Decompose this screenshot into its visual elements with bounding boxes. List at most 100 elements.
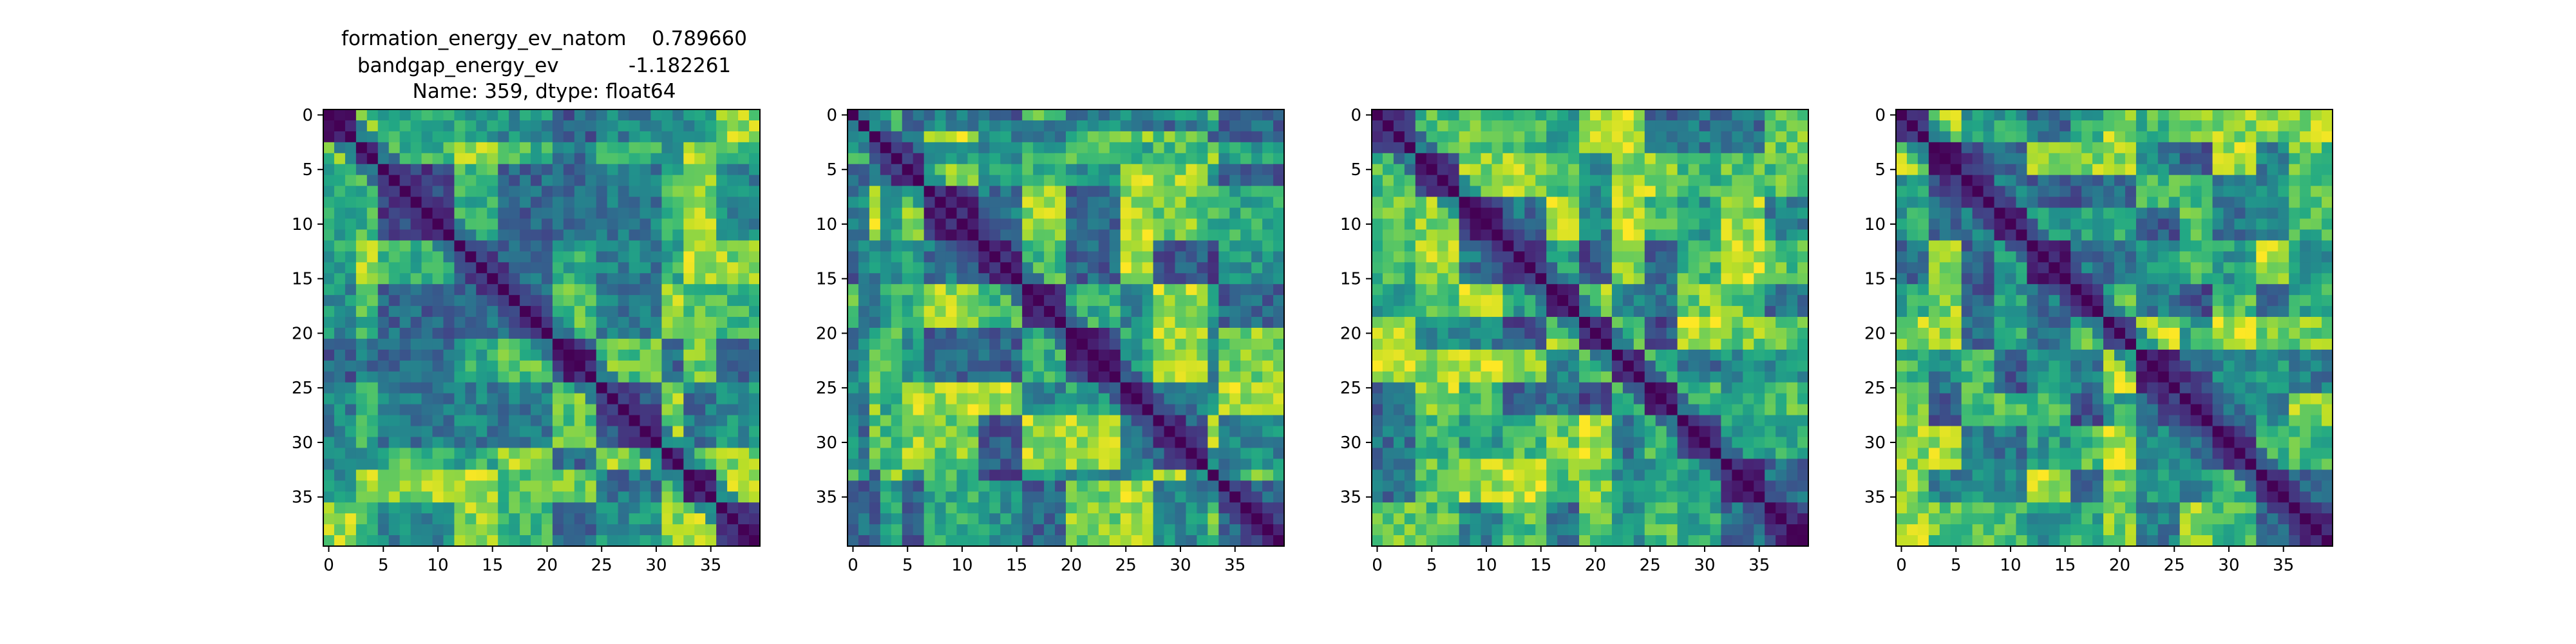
heatmap-cell [1087,196,1099,209]
heatmap-cell [355,273,368,285]
heatmap-cell [848,175,859,187]
heatmap-cell [1754,251,1765,263]
heatmap-cell [891,437,903,449]
heatmap-cell [563,328,575,339]
heatmap-cell [923,142,936,154]
heatmap-cell [1459,218,1471,231]
heatmap-cell [585,131,597,143]
heatmap-cell [334,426,346,438]
heatmap-cell [585,120,597,132]
heatmap-cell [1710,371,1721,383]
heatmap-cell [618,218,630,231]
heatmap-cell [978,415,990,427]
heatmap-cell [1153,480,1165,492]
heatmap-cell [1382,153,1394,165]
heatmap-cell [1372,415,1383,427]
heatmap-cell [1240,196,1252,209]
heatmap-cell [487,164,498,176]
heatmap-cell [639,513,652,525]
heatmap-cell [1600,317,1613,328]
heatmap-cell [1655,448,1667,459]
heatmap-cell [1743,459,1754,470]
heatmap-cell [1754,382,1765,394]
heatmap-cell [476,491,488,503]
heatmap-cell [1513,164,1525,176]
heatmap-cell [661,448,673,459]
heatmap-cell [934,120,947,132]
heatmap-cell [1939,131,1951,143]
y-tick-label: 30 [292,433,313,453]
heatmap-cell [2038,120,2049,132]
heatmap-cell [421,229,433,241]
heatmap-cell [1022,502,1034,514]
heatmap-cell [1644,218,1656,231]
heatmap-cell [1208,448,1219,459]
heatmap-cell [749,262,761,274]
heatmap-cell [542,360,553,372]
heatmap-cell [1448,284,1460,296]
heatmap-cell [1535,459,1547,470]
heatmap-cell [639,120,652,132]
heatmap-cell [694,207,706,220]
heatmap-cell [848,317,859,328]
heatmap-cell [1688,164,1700,176]
heatmap-cell [1699,295,1711,307]
heatmap-cell [1535,251,1547,263]
heatmap-cell [1699,120,1711,132]
heatmap-cell [1393,513,1405,525]
heatmap-cell [410,491,422,503]
heatmap-cell [694,262,706,274]
heatmap-cell [1404,273,1416,285]
heatmap-cell [1033,502,1045,514]
heatmap-cell [388,360,401,372]
heatmap-cell [1218,491,1230,503]
heatmap-cell [727,240,739,252]
heatmap-cell [1776,306,1787,317]
heatmap-cell [967,153,979,165]
heatmap-cell [1743,251,1754,263]
heatmap-cell [1786,437,1798,449]
heatmap-cell [869,109,881,121]
x-tick-label: 30 [645,556,667,575]
heatmap-cell [1415,360,1427,372]
heatmap-cell [661,491,673,503]
heatmap-cell [978,535,990,547]
heatmap-cell [454,120,466,132]
heatmap-cell [1699,284,1711,296]
heatmap-cell [694,491,706,503]
heatmap-cell [334,295,346,307]
heatmap-cell [945,284,958,296]
heatmap-cell [1732,393,1743,405]
heatmap-cell [1066,513,1077,525]
heatmap-cell [1743,360,1754,372]
heatmap-cell [661,338,673,350]
heatmap-cell [1022,306,1034,317]
heatmap-cell [334,459,346,470]
heatmap-cell [618,480,630,492]
heatmap-cell [1022,240,1034,252]
heatmap-cell [869,459,881,470]
heatmap-cell [683,328,695,339]
heatmap-cell [1153,469,1165,481]
heatmap-cell [585,448,597,459]
heatmap-cell [978,153,990,165]
heatmap-cell [585,295,597,307]
heatmap-cell [1197,371,1208,383]
heatmap-cell [945,459,958,470]
heatmap-cell [848,295,859,307]
heatmap-cell [399,535,412,547]
heatmap-cell [1524,491,1536,503]
heatmap-cell [1186,404,1197,416]
heatmap-cell [1087,349,1099,361]
heatmap-cell [1470,273,1482,285]
heatmap-cell [1393,317,1405,328]
x-tick-label: 5 [378,556,389,575]
heatmap-cell [1448,491,1460,503]
heatmap-cell [1622,448,1634,459]
heatmap-cell [683,306,695,317]
heatmap-cell [1404,415,1416,427]
heatmap-cell [1076,524,1088,536]
heatmap-cell [1655,131,1667,143]
heatmap-cell [978,262,990,274]
heatmap-cell [1754,196,1765,209]
